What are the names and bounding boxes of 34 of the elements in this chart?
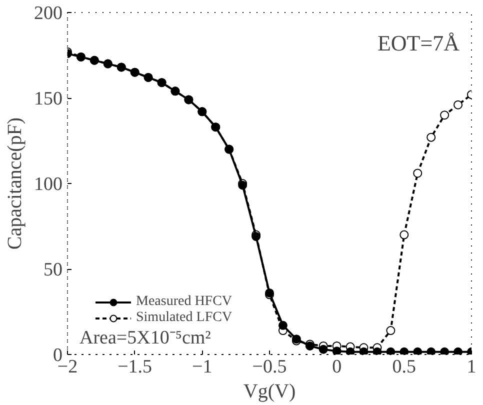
point [440, 110, 450, 120]
point [346, 347, 355, 354]
point [440, 347, 450, 354]
annotation: EOT=7Å [377, 30, 460, 56]
point [372, 347, 382, 354]
point [332, 346, 342, 354]
point [454, 347, 463, 354]
x-tick-label: −1 [192, 356, 212, 378]
point [359, 347, 368, 354]
x-tick-label: −1.5 [118, 356, 152, 378]
annotation: Area=5X10⁻⁵cm² [80, 328, 212, 348]
x-axis-title: Vg(V) [243, 380, 296, 402]
point [426, 132, 436, 142]
legend-label: Simulated LFCV [136, 310, 232, 326]
point [413, 168, 422, 178]
x-tick-label: 0.5 [392, 356, 416, 378]
point [400, 347, 409, 354]
y-tick-label: 200 [34, 3, 62, 24]
y-tick-label: 150 [34, 88, 62, 110]
point [386, 326, 396, 336]
point [386, 347, 396, 354]
point [318, 344, 328, 354]
point [426, 347, 436, 354]
legend-label: Measured HFCV [136, 294, 232, 310]
point [278, 320, 288, 330]
x-tick-label: −0.5 [252, 356, 287, 378]
point [454, 100, 463, 110]
y-axis-title: Capacitance(pF) [4, 117, 26, 250]
y-tick-label: 50 [44, 260, 62, 280]
point [400, 230, 409, 240]
x-tick-label: 0 [332, 356, 342, 378]
point [413, 347, 422, 354]
y-tick-label: 100 [34, 174, 62, 195]
x-tick-label: 1 [466, 356, 476, 378]
